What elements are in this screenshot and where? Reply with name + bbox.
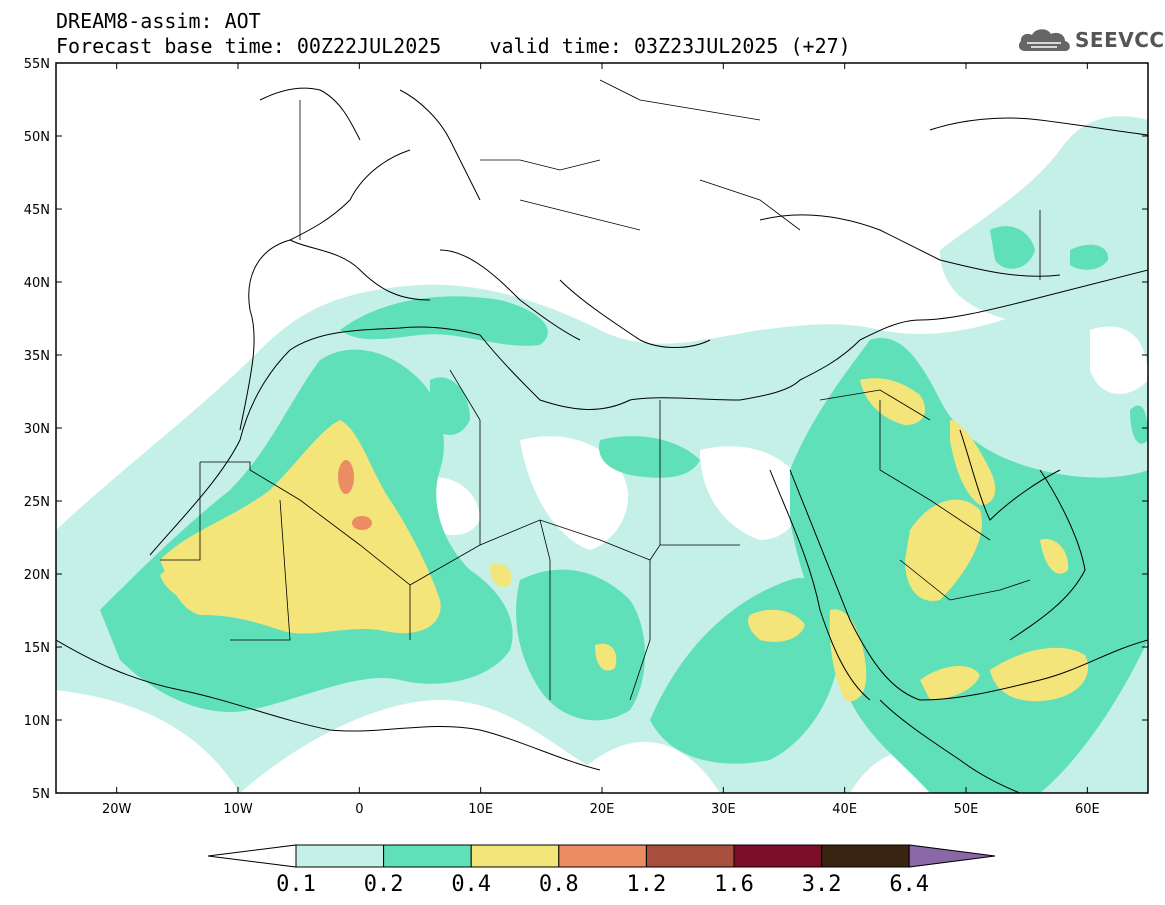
colorbar-label: 1.6 — [714, 872, 754, 897]
lon-label: 40E — [832, 802, 857, 817]
aot-field — [56, 116, 1148, 793]
colorbar-swatch — [558, 844, 647, 868]
colorbar: 0.1 0.2 0.4 0.8 1.2 1.6 3.2 6.4 — [207, 844, 996, 897]
title-line2: Forecast base time: 00Z22JUL2025 valid t… — [56, 34, 851, 58]
colorbar-swatch — [645, 844, 735, 868]
country-borders — [160, 79, 1041, 701]
lon-label: 10E — [468, 802, 493, 817]
lon-labels: 20W 10W 0 10E 20E 30E 40E 50E 60E — [102, 802, 1100, 817]
colorbar-swatch — [733, 844, 823, 868]
lon-label: 20W — [102, 802, 132, 817]
seevccc-logo: SEEVCCC — [1017, 25, 1165, 55]
colorbar-swatch — [821, 844, 910, 868]
coastlines — [56, 87, 1148, 793]
lat-label: 35N — [24, 349, 50, 364]
lat-label: 50N — [24, 130, 50, 145]
lat-label: 15N — [24, 641, 50, 656]
aot-level-0.4 — [160, 378, 1089, 702]
colorbar-swatch — [295, 844, 385, 868]
aot-level-0.8 — [338, 460, 372, 530]
axis-ticks — [56, 62, 1148, 794]
cloud-icon — [1018, 29, 1070, 51]
colorbar-label: 1.2 — [627, 872, 667, 897]
lon-label: 50E — [954, 802, 979, 817]
colorbar-swatch — [383, 844, 472, 868]
colorbar-label: 6.4 — [889, 872, 929, 897]
lat-label: 40N — [24, 276, 50, 291]
lon-label: 0 — [355, 802, 363, 817]
lat-label: 55N — [24, 57, 50, 72]
lat-label: 45N — [24, 203, 50, 218]
lon-label: 10W — [223, 802, 253, 817]
lat-label: 20N — [24, 568, 50, 583]
colorbar-label: 0.2 — [364, 872, 404, 897]
lat-labels: 55N 50N 45N 40N 35N 30N 25N 20N 15N 10N 5N — [24, 57, 50, 802]
lat-label: 30N — [24, 422, 50, 437]
lon-label: 20E — [590, 802, 615, 817]
lon-label: 60E — [1075, 802, 1100, 817]
colorbar-label: 0.4 — [451, 872, 491, 897]
colorbar-under-triangle — [207, 844, 297, 868]
lon-label: 30E — [711, 802, 736, 817]
colorbar-swatch — [470, 844, 560, 868]
colorbar-label: 3.2 — [802, 872, 842, 897]
title-line1: DREAM8-assim: AOT — [56, 9, 261, 33]
lat-label: 5N — [32, 787, 50, 802]
colorbar-over-triangle — [908, 844, 996, 868]
logo-text: SEEVCCC — [1075, 28, 1165, 52]
colorbar-label: 0.8 — [539, 872, 579, 897]
colorbar-label: 0.1 — [276, 872, 316, 897]
lat-label: 10N — [24, 714, 50, 729]
lat-label: 25N — [24, 495, 50, 510]
